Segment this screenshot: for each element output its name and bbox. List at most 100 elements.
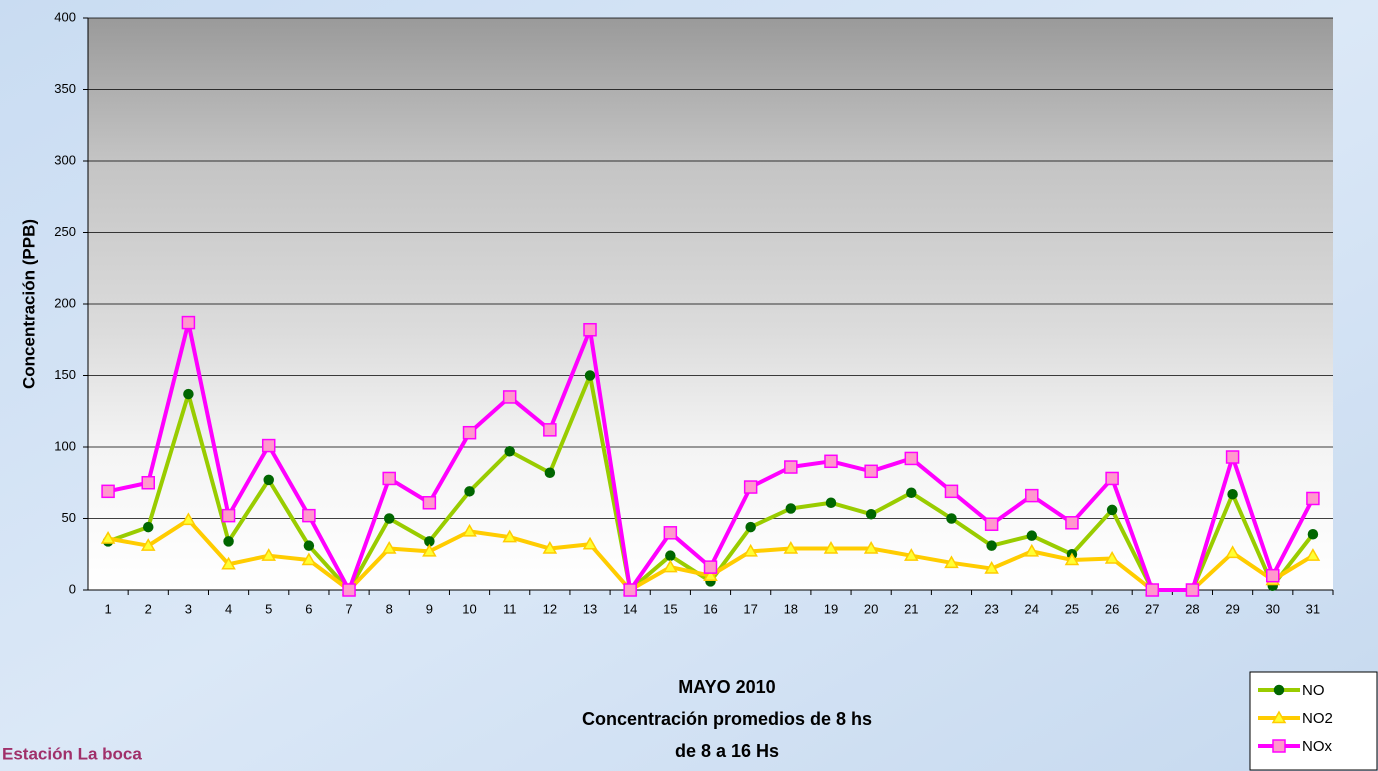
y-tick-label: 400 bbox=[54, 9, 76, 24]
x-tick-label: 5 bbox=[265, 601, 272, 616]
data-point bbox=[182, 317, 194, 329]
x-tick-label: 10 bbox=[462, 601, 476, 616]
data-point bbox=[1228, 490, 1237, 499]
y-tick-label: 300 bbox=[54, 152, 76, 167]
y-tick-label: 250 bbox=[54, 224, 76, 239]
data-point bbox=[786, 504, 795, 513]
data-point bbox=[1146, 584, 1158, 596]
data-point bbox=[986, 518, 998, 530]
x-tick-label: 7 bbox=[345, 601, 352, 616]
data-point bbox=[1307, 492, 1319, 504]
x-tick-label: 23 bbox=[984, 601, 998, 616]
data-point bbox=[947, 514, 956, 523]
y-axis-title: Concentración (PPB) bbox=[19, 219, 38, 389]
data-point bbox=[303, 510, 315, 522]
data-point bbox=[224, 537, 233, 546]
data-point bbox=[304, 541, 313, 550]
x-tick-label: 4 bbox=[225, 601, 232, 616]
x-tick-label: 22 bbox=[944, 601, 958, 616]
data-point bbox=[464, 427, 476, 439]
data-point bbox=[1026, 490, 1038, 502]
x-tick-label: 27 bbox=[1145, 601, 1159, 616]
y-tick-label: 50 bbox=[62, 510, 76, 525]
x-tick-label: 3 bbox=[185, 601, 192, 616]
data-point bbox=[945, 485, 957, 497]
x-tick-label: 24 bbox=[1025, 601, 1039, 616]
x-tick-label: 29 bbox=[1225, 601, 1239, 616]
x-tick-label: 8 bbox=[386, 601, 393, 616]
chart-title: MAYO 2010 bbox=[678, 677, 775, 697]
legend-label: NO2 bbox=[1302, 710, 1333, 727]
x-tick-label: 21 bbox=[904, 601, 918, 616]
x-tick-label: 13 bbox=[583, 601, 597, 616]
data-point bbox=[1308, 530, 1317, 539]
legend-label: NOx bbox=[1302, 738, 1333, 755]
data-point bbox=[586, 371, 595, 380]
x-tick-label: 17 bbox=[743, 601, 757, 616]
data-point bbox=[184, 390, 193, 399]
data-point bbox=[746, 523, 755, 532]
data-point bbox=[263, 440, 275, 452]
x-tick-label: 14 bbox=[623, 601, 637, 616]
data-point bbox=[825, 455, 837, 467]
x-tick-label: 25 bbox=[1065, 601, 1079, 616]
x-tick-label: 15 bbox=[663, 601, 677, 616]
x-tick-label: 16 bbox=[703, 601, 717, 616]
data-point bbox=[664, 527, 676, 539]
data-point bbox=[465, 487, 474, 496]
data-point bbox=[142, 477, 154, 489]
data-point bbox=[102, 485, 114, 497]
data-point bbox=[905, 452, 917, 464]
data-point bbox=[423, 497, 435, 509]
chart-subtitle: de 8 a 16 Hs bbox=[675, 741, 779, 761]
data-point bbox=[144, 523, 153, 532]
y-tick-label: 350 bbox=[54, 81, 76, 96]
x-tick-label: 2 bbox=[145, 601, 152, 616]
x-tick-label: 26 bbox=[1105, 601, 1119, 616]
data-point bbox=[826, 498, 835, 507]
legend-marker bbox=[1275, 686, 1284, 695]
data-point bbox=[1186, 584, 1198, 596]
data-point bbox=[1108, 505, 1117, 514]
x-tick-label: 31 bbox=[1306, 601, 1320, 616]
data-point bbox=[1227, 451, 1239, 463]
x-tick-label: 28 bbox=[1185, 601, 1199, 616]
y-tick-label: 0 bbox=[69, 581, 76, 596]
data-point bbox=[624, 584, 636, 596]
data-point bbox=[504, 391, 516, 403]
data-point bbox=[865, 465, 877, 477]
x-tick-label: 20 bbox=[864, 601, 878, 616]
data-point bbox=[1066, 517, 1078, 529]
x-tick-label: 19 bbox=[824, 601, 838, 616]
chart: Concentración (PPB) MAYO 2010 Concentrac… bbox=[0, 0, 1378, 771]
data-point bbox=[705, 561, 717, 573]
page: Concentración (PPB) MAYO 2010 Concentrac… bbox=[0, 0, 1378, 771]
x-tick-label: 9 bbox=[426, 601, 433, 616]
x-tick-label: 12 bbox=[543, 601, 557, 616]
x-tick-label: 18 bbox=[784, 601, 798, 616]
chart-subtitle: Concentración promedios de 8 hs bbox=[582, 709, 872, 729]
data-point bbox=[383, 472, 395, 484]
legend-label: NO bbox=[1302, 682, 1325, 699]
data-point bbox=[505, 447, 514, 456]
data-point bbox=[666, 551, 675, 560]
x-tick-label: 11 bbox=[503, 601, 517, 616]
data-point bbox=[745, 481, 757, 493]
y-tick-label: 200 bbox=[54, 295, 76, 310]
data-point bbox=[343, 584, 355, 596]
x-tick-label: 6 bbox=[305, 601, 312, 616]
data-point bbox=[867, 510, 876, 519]
data-point bbox=[584, 324, 596, 336]
y-tick-label: 150 bbox=[54, 367, 76, 382]
station-label: Estación La boca bbox=[2, 744, 142, 763]
data-point bbox=[264, 475, 273, 484]
data-point bbox=[1027, 531, 1036, 540]
data-point bbox=[1106, 472, 1118, 484]
data-point bbox=[907, 488, 916, 497]
data-point bbox=[385, 514, 394, 523]
data-point bbox=[545, 468, 554, 477]
data-point bbox=[544, 424, 556, 436]
legend-marker bbox=[1273, 740, 1285, 752]
data-point bbox=[1267, 570, 1279, 582]
x-tick-label: 1 bbox=[104, 601, 111, 616]
